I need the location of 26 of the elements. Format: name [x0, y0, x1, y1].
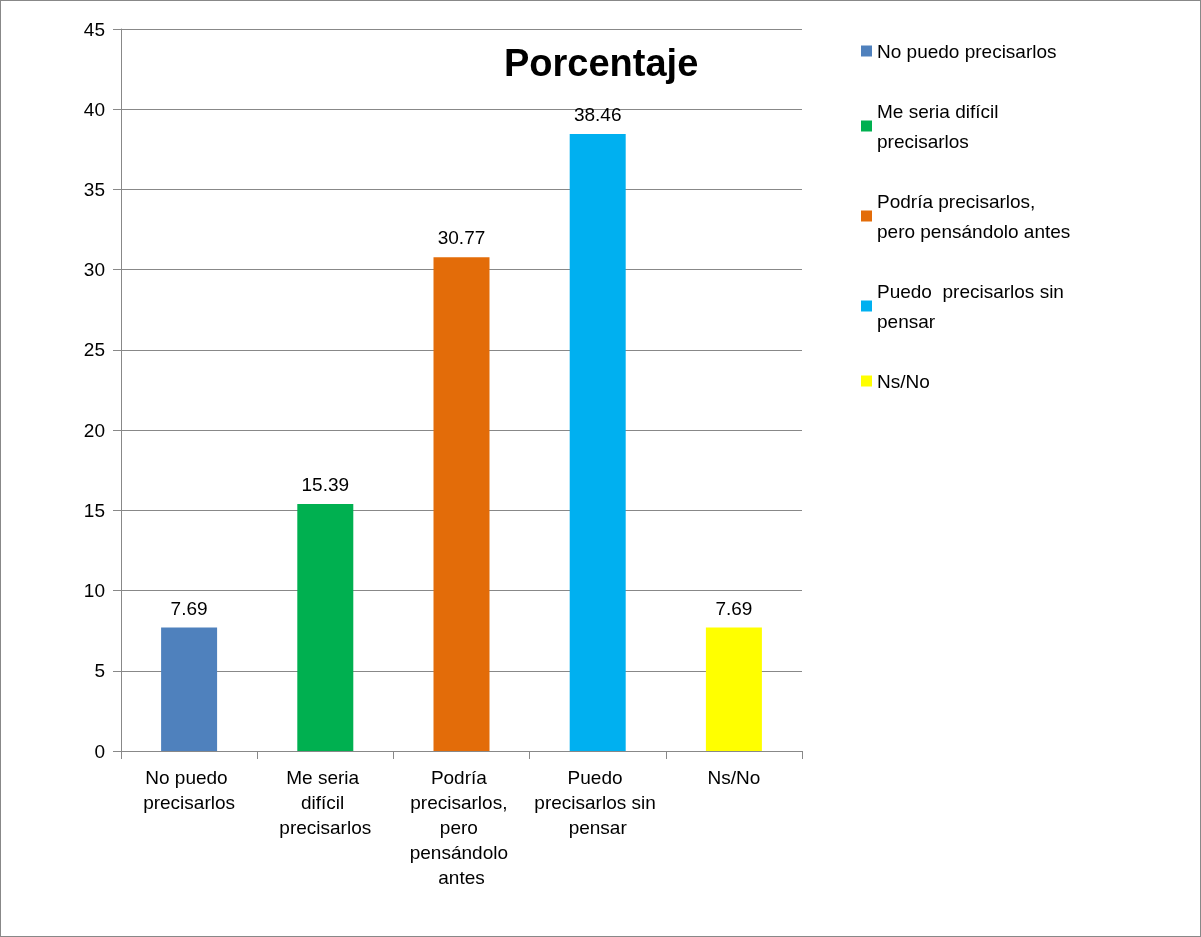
- y-tick-label: 30: [83, 259, 105, 281]
- data-label: 7.69: [170, 597, 208, 619]
- y-tick-label: 45: [83, 18, 105, 40]
- y-tick-label: 20: [83, 419, 105, 441]
- y-tick-label: 5: [94, 660, 105, 682]
- y-tick-label: 15: [83, 499, 105, 521]
- x-tick-label: Podría precisarlos, pero pensándolo antes: [409, 767, 514, 888]
- legend-label: Ns/No: [877, 370, 930, 392]
- legend-label: Puedo precisarlos sin pensar: [877, 280, 1070, 332]
- x-tick-label: No puedo precisarlos: [143, 767, 236, 813]
- x-tick-label: Puedo precisarlos sin pensar: [534, 767, 662, 838]
- y-tick-label: 25: [83, 339, 105, 361]
- x-tick-label: Ns/No: [707, 767, 761, 788]
- data-label: 7.69: [715, 597, 753, 619]
- y-tick-label: 40: [83, 98, 105, 120]
- legend-label: Me seria difícil precisarlos: [877, 100, 1004, 152]
- data-label: 15.39: [301, 474, 350, 496]
- chart-title: Porcentaje: [504, 42, 699, 84]
- data-label: 30.77: [437, 227, 486, 249]
- y-tick-label: 35: [83, 178, 105, 200]
- y-tick-label: 10: [83, 580, 105, 602]
- legend-label: No puedo precisarlos: [877, 40, 1057, 62]
- y-tick-label: 0: [94, 740, 105, 762]
- data-label: 38.46: [573, 103, 622, 125]
- legend-label: Podría precisarlos, pero pensándolo antes: [877, 190, 1071, 242]
- x-tick-label: Me seria difícil precisarlos: [279, 767, 372, 838]
